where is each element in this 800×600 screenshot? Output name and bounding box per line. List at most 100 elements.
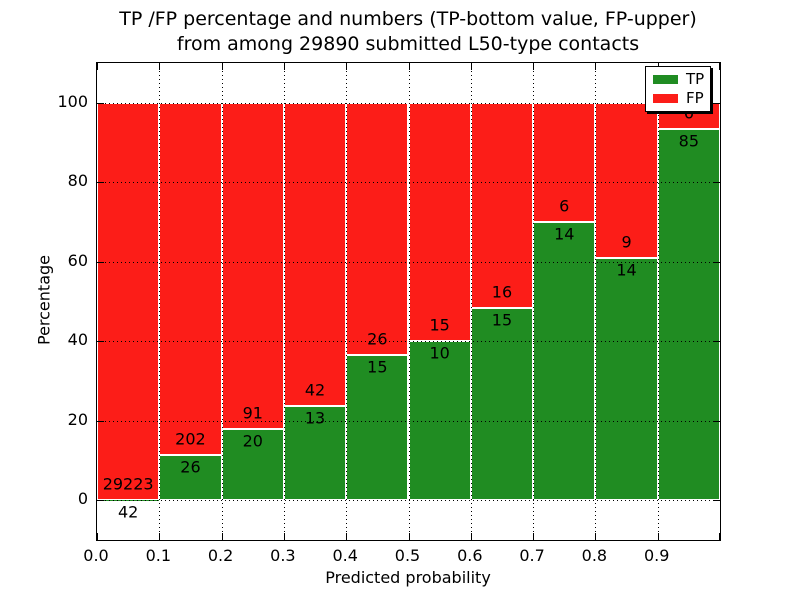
bar-segment-fp: [346, 102, 409, 355]
x-tick-label: 0.0: [83, 546, 109, 565]
annotation-fp-count: 9: [621, 232, 632, 252]
tick-mark: [346, 533, 348, 540]
bar-segment-fp: [159, 102, 222, 455]
tick-mark: [283, 533, 285, 540]
y-tick-label: 20: [67, 409, 88, 429]
x-tick-label: 0.4: [332, 546, 358, 565]
tick-mark: [97, 341, 104, 343]
tick-mark: [97, 261, 104, 263]
bar-segment-tp: [283, 406, 347, 501]
y-tick-label: 40: [67, 330, 88, 350]
y-tick-label: 100: [57, 91, 88, 111]
tick-mark: [713, 500, 720, 502]
annotation-tp-count: 14: [554, 224, 575, 244]
tick-mark: [713, 420, 720, 422]
annotation-fp-count: 202: [175, 429, 206, 449]
legend-label-tp: TP: [686, 70, 705, 89]
y-tick-label: 60: [67, 250, 88, 270]
bar-segment-tp: [346, 354, 409, 501]
tick-mark: [221, 533, 223, 540]
tick-mark: [97, 182, 104, 184]
tick-mark: [470, 63, 472, 70]
x-tick-label: 0.7: [519, 546, 545, 565]
annotation-tp-count: 15: [367, 357, 388, 377]
legend-entry-fp: FP: [646, 88, 710, 107]
tick-mark: [533, 63, 535, 70]
annotation-tp-count: 10: [429, 343, 450, 363]
x-tick-label: 0.8: [581, 546, 608, 565]
v-gridline: [470, 63, 472, 540]
bar-segment-fp: [470, 102, 534, 308]
tick-mark: [713, 341, 720, 343]
legend-swatch-fp: [653, 93, 678, 103]
annotation-tp-count: 20: [242, 431, 263, 451]
annotation-fp-count: 16: [491, 282, 513, 302]
bar-segment-tp: [97, 499, 160, 501]
tick-mark: [470, 533, 472, 540]
chart-title-line2: from among 29890 submitted L50-type cont…: [176, 33, 640, 55]
v-gridline: [283, 63, 285, 540]
bar-segment-fp: [408, 102, 471, 342]
annotation-tp-count: 15: [491, 310, 513, 330]
tick-mark: [97, 500, 104, 502]
x-tick-label: 0.2: [207, 546, 234, 565]
tick-mark: [408, 533, 410, 540]
bar-segment-tp: [221, 428, 284, 501]
tick-mark: [159, 533, 161, 540]
annotation-fp-count: 15: [429, 315, 450, 335]
tick-mark: [595, 533, 597, 540]
tick-mark: [713, 102, 720, 104]
v-gridline: [346, 63, 348, 540]
tick-mark: [221, 63, 223, 70]
chart-title-line1: TP /FP percentage and numbers (TP-bottom…: [119, 8, 697, 30]
tick-mark: [533, 533, 535, 540]
tick-mark: [346, 63, 348, 70]
tick-mark: [97, 63, 98, 70]
y-tick-label: 80: [67, 171, 88, 191]
v-gridline: [408, 63, 410, 540]
tick-mark: [713, 182, 720, 184]
v-gridline: [221, 63, 223, 540]
tick-mark: [713, 261, 720, 263]
legend: TP FP: [645, 66, 711, 112]
x-axis-label: Predicted probability: [325, 568, 491, 587]
chart-title: TP /FP percentage and numbers (TP-bottom…: [80, 7, 736, 57]
v-gridline: [595, 63, 597, 540]
x-tick-label: 0.6: [457, 546, 483, 565]
x-tick-label: 0.3: [270, 546, 296, 565]
bar-segment-tp: [533, 222, 596, 501]
bar-segment-tp: [595, 258, 658, 501]
v-gridline: [657, 63, 659, 540]
tick-mark: [97, 533, 98, 540]
bar-segment-fp: [97, 102, 160, 500]
bar-segment-tp: [657, 128, 720, 501]
legend-label-fp: FP: [686, 88, 704, 107]
tick-mark: [719, 533, 720, 540]
v-gridline: [533, 63, 535, 540]
bar-segment-fp: [283, 102, 347, 407]
annotation-fp-count: 26: [367, 329, 388, 349]
x-tick-label: 0.5: [394, 546, 421, 565]
bar-segment-tp: [470, 307, 534, 501]
legend-swatch-tp: [653, 75, 678, 85]
annotation-fp-count: 42: [304, 380, 326, 400]
x-tick-label: 0.1: [145, 546, 172, 565]
annotation-tp-count: 26: [180, 457, 201, 477]
tick-mark: [595, 63, 597, 70]
tick-mark: [159, 63, 161, 70]
tick-mark: [283, 63, 285, 70]
annotation-fp-count: 91: [242, 403, 263, 423]
x-tick-label: 0.9: [643, 546, 670, 565]
annotation-fp-count: 6: [683, 103, 694, 123]
bar-segment-fp: [221, 102, 284, 429]
tick-mark: [719, 63, 720, 70]
tick-mark: [97, 420, 104, 422]
annotation-fp-count: 29223: [102, 474, 154, 494]
annotation-tp-count: 85: [678, 131, 700, 151]
annotation-tp-count: 13: [304, 408, 326, 428]
annotation-tp-count: 14: [616, 260, 637, 280]
annotation-fp-count: 6: [559, 196, 570, 216]
plot-area: 29223 42 202 26 91 20 42 13 26 15 15 10 16 15 6 14 9 14 6 8…: [96, 62, 721, 541]
tick-mark: [408, 63, 410, 70]
